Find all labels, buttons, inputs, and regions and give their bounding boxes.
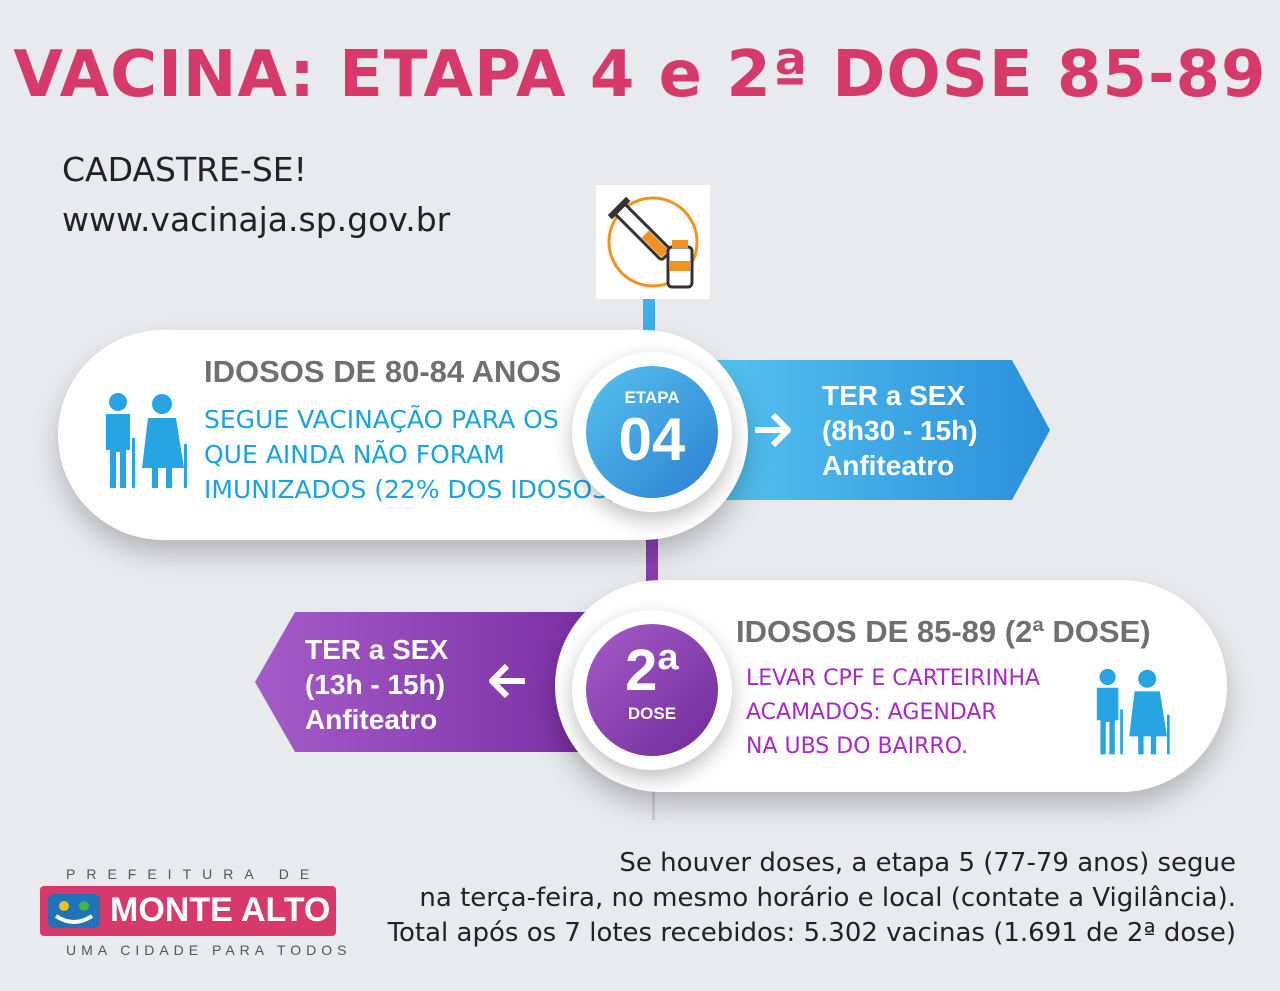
etapa4-schedule-hours: (8h30 - 15h) [822, 415, 978, 446]
dose2-heading: IDOSOS DE 85-89 (2ª DOSE) [736, 614, 1151, 649]
etapa4-badge-number: 04 [618, 406, 686, 473]
dose2-line-3: NA UBS DO BAIRRO. [746, 734, 969, 759]
dose2-line-2: ACAMADOS: AGENDAR [746, 700, 997, 725]
elderly-couple-icon [96, 392, 192, 497]
etapa4-badge-label: ETAPA [624, 388, 680, 407]
syringe-vaccine-icon [596, 185, 710, 299]
dose2-badge-label: DOSE [627, 704, 677, 723]
etapa4-schedule-days: TER a SEX [822, 380, 966, 411]
footer-line-2: na terça-feira, no mesmo horário e local… [419, 883, 1236, 913]
arrow-right-icon [753, 409, 793, 456]
etapa4-heading: IDOSOS DE 80-84 ANOS [204, 354, 562, 389]
footer-line-3: Total após os 7 lotes recebidos: 5.302 v… [387, 918, 1236, 948]
register-cta: CADASTRE-SE! [62, 150, 307, 189]
logo-tagline: UMA CIDADE PARA TODOS [66, 942, 352, 958]
logo-top-text: PREFEITURA DE [66, 866, 321, 882]
dose2-schedule-days: TER a SEX [305, 634, 449, 665]
dose2-schedule-arrow [255, 612, 595, 752]
arrow-left-icon [487, 660, 527, 707]
dose2-schedule-hours: (13h - 15h) [305, 669, 446, 700]
etapa4-schedule: TER a SEX (8h30 - 15h) Anfiteatro [822, 378, 978, 483]
etapa4-info: SEGUE VACINAÇÃO PARA OS QUE AINDA NÃO FO… [204, 402, 618, 507]
etapa4-line-2: QUE AINDA NÃO FORAM [204, 440, 505, 469]
footer-note: Se houver doses, a etapa 5 (77-79 anos) … [388, 846, 1236, 951]
dose2-badge: 2ª DOSE [586, 624, 718, 756]
dose2-info: LEVAR CPF E CARTEIRINHA ACAMADOS: AGENDA… [746, 662, 1040, 764]
connector-bottom [652, 790, 655, 820]
etapa4-line-1: SEGUE VACINAÇÃO PARA OS [204, 405, 559, 434]
etapa4-schedule-arrow [700, 360, 1050, 500]
logo-emblem-icon [46, 892, 102, 930]
elderly-couple-icon [1086, 668, 1176, 763]
logo-name: MONTE ALTO [110, 891, 331, 929]
register-url[interactable]: www.vacinaja.sp.gov.br [62, 200, 451, 239]
dose2-schedule: TER a SEX (13h - 15h) Anfiteatro [305, 632, 448, 737]
etapa4-line-3: IMUNIZADOS (22% DOS IDOSOS) [204, 475, 618, 504]
dose2-badge-number: 2ª [625, 638, 679, 703]
logo: MONTE ALTO [40, 886, 336, 936]
page-title: VACINA: ETAPA 4 e 2ª DOSE 85-89 [13, 38, 1267, 112]
etapa4-badge: ETAPA 04 [586, 366, 718, 498]
dose2-line-1: LEVAR CPF E CARTEIRINHA [746, 666, 1041, 691]
etapa4-schedule-place: Anfiteatro [822, 450, 955, 481]
connector-top [643, 298, 655, 338]
footer-line-1: Se houver doses, a etapa 5 (77-79 anos) … [619, 848, 1236, 878]
dose2-schedule-place: Anfiteatro [305, 704, 438, 735]
